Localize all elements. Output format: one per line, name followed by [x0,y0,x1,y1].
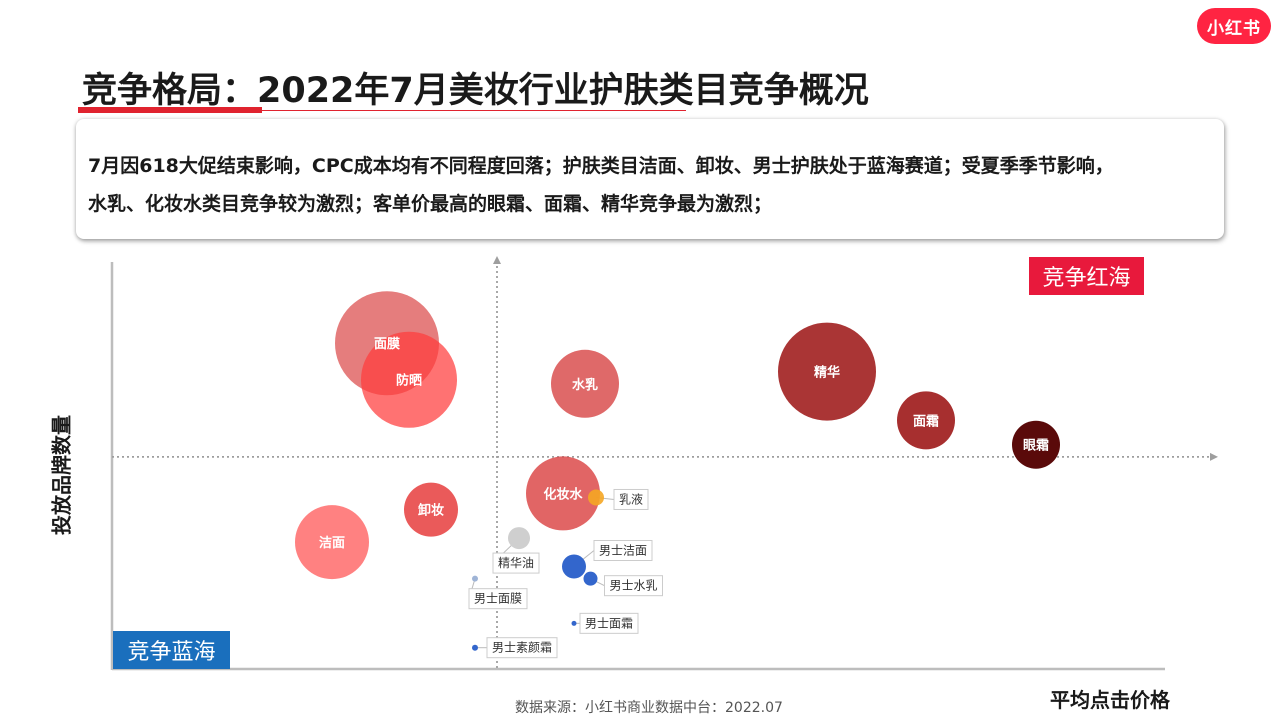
page-title: 竞争格局：2022年7月美妆行业护肤类目竞争概况 [82,71,869,111]
bubble-point-1 [361,331,457,428]
title-underline [78,107,262,113]
bubble-point-10 [562,554,586,579]
bubble-label-point-1: 防晒 [396,373,422,389]
vertical-divider-arrow [493,256,501,264]
blue-ocean-label: 竞争蓝海 [113,631,230,669]
bubble-point-5 [1012,420,1060,469]
bubble-point-13 [472,575,478,582]
callout-label-point-11: 男士水乳 [610,579,658,593]
bubble-point-4 [897,391,955,450]
bubble-point-6 [526,456,600,531]
callout-box-point-10 [593,540,653,561]
callout-box-point-11 [604,575,663,597]
bubble-point-8 [295,505,369,580]
summary-line-1: 7月因618大促结束影响，CPC成本均有不同程度回落；护肤类目洁面、卸妆、男士护… [88,155,1114,177]
callout-box-point-9 [613,488,649,510]
callout-label-point-14: 男士面霜 [585,616,633,630]
summary-box: 7月因618大促结束影响，CPC成本均有不同程度回落；护肤类目洁面、卸妆、男士护… [76,119,1224,239]
bubble-label-point-3: 精华 [814,365,840,381]
xiaohongshu-logo: 小红书 [1197,8,1271,44]
bubble-label-point-0: 面膜 [374,336,400,352]
bubble-point-9 [588,489,604,506]
callout-box-point-15 [486,637,558,659]
callout-label-point-13: 男士面膜 [474,592,522,606]
bubble-point-15 [472,644,478,651]
bubble-label-point-5: 眼霜 [1023,439,1049,454]
bubble-label-point-7: 卸妆 [418,503,444,519]
title-underline-thin [262,110,686,111]
callout-label-point-10: 男士洁面 [599,544,647,558]
red-ocean-label: 竞争红海 [1029,257,1144,295]
callout-box-point-14 [579,612,639,634]
bubble-label-point-4: 面霜 [913,414,939,429]
bubble-point-3 [778,322,876,421]
bubble-point-11 [583,571,598,586]
bubble-label-point-8: 洁面 [319,535,345,551]
callout-label-point-9: 乳液 [619,491,643,506]
callout-label-point-15: 男士素颜霜 [492,640,552,655]
callout-box-point-13 [468,588,528,610]
callout-box-point-12 [492,552,540,574]
bubble-point-14 [571,620,577,626]
bubble-point-7 [404,482,458,537]
bubble-label-point-6: 化妆水 [543,486,583,502]
summary-line-2: 水乳、化妆水类目竞争较为激烈；客单价最高的眼霜、面霜、精华竞争最为激烈； [88,193,773,215]
horizontal-divider-arrow [1210,452,1218,461]
callout-label-point-12: 精华油 [498,556,534,570]
bubble-label-point-2: 水乳 [572,377,598,393]
data-source: 数据来源：小红书商业数据中台：2022.07 [515,700,783,716]
y-axis-label: 投放品牌数量 [49,415,74,535]
bubble-point-2 [551,349,619,418]
x-axis-label: 平均点击价格 [1050,688,1170,712]
bubble-point-12 [508,527,530,550]
